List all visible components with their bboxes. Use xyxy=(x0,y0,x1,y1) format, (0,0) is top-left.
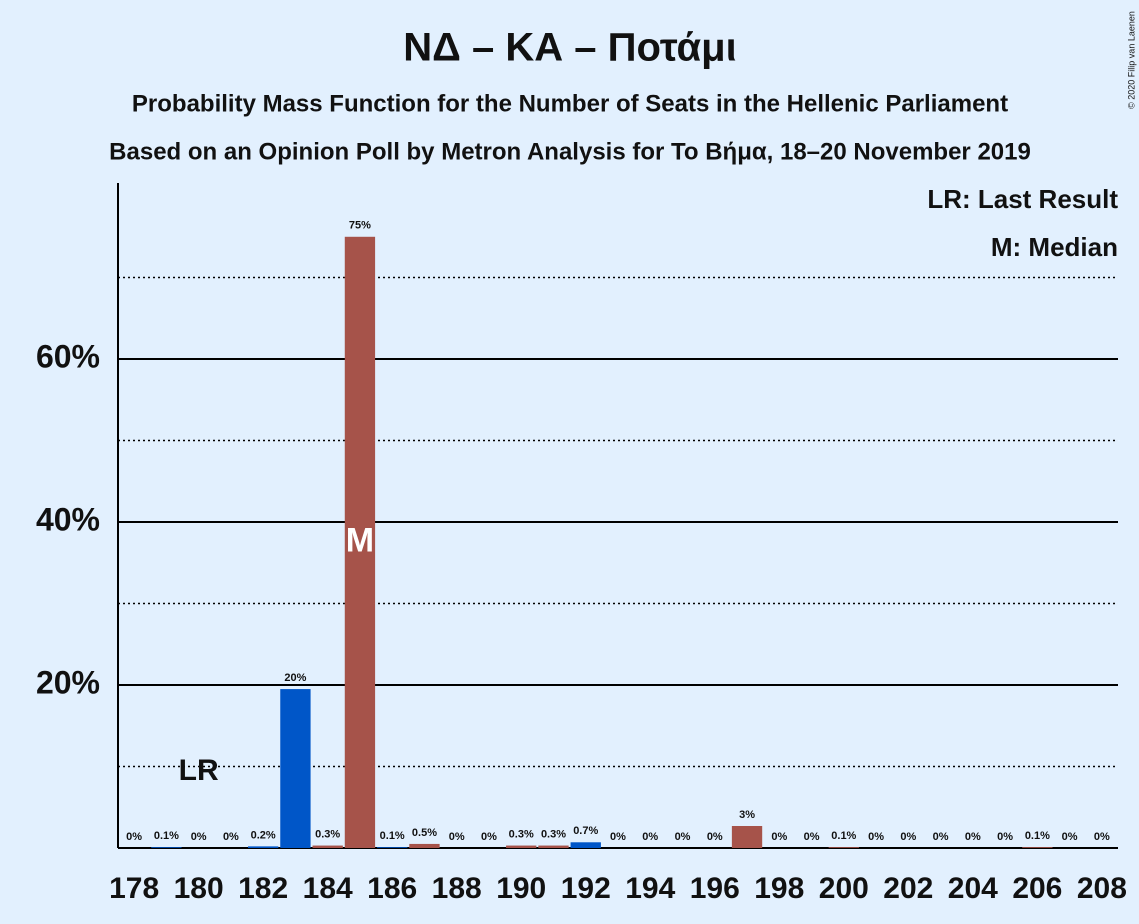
data-label: 0.3% xyxy=(541,828,566,840)
x-tick-label: 198 xyxy=(754,872,804,905)
x-tick-label: 208 xyxy=(1077,872,1127,905)
data-label: 0% xyxy=(804,831,820,843)
subtitle: Probability Mass Function for the Number… xyxy=(132,90,1008,117)
bar xyxy=(828,847,859,848)
data-label: 0.2% xyxy=(251,829,276,841)
bar xyxy=(312,845,343,848)
subtitle: Based on an Opinion Poll by Metron Analy… xyxy=(109,138,1031,165)
data-label: 0% xyxy=(675,831,691,843)
x-tick-label: 202 xyxy=(883,872,933,905)
data-label: 0.1% xyxy=(831,830,856,842)
x-tick-label: 186 xyxy=(367,872,417,905)
data-label: 0% xyxy=(771,831,787,843)
y-tick-label: 40% xyxy=(36,501,100,537)
bar xyxy=(731,825,763,848)
x-tick-label: 180 xyxy=(174,872,224,905)
data-label: 0% xyxy=(868,831,884,843)
data-label: 0% xyxy=(1094,831,1110,843)
x-tick-label: 188 xyxy=(432,872,482,905)
data-label: 0% xyxy=(997,831,1013,843)
x-tick-label: 190 xyxy=(496,872,546,905)
data-label: 0.3% xyxy=(315,828,340,840)
data-label: 0% xyxy=(900,831,916,843)
bar xyxy=(377,847,408,848)
x-tick-label: 192 xyxy=(561,872,611,905)
data-label: 0.3% xyxy=(509,828,534,840)
bar xyxy=(409,843,440,848)
data-label: 20% xyxy=(284,672,306,684)
data-label: 0% xyxy=(707,831,723,843)
data-label: 0.7% xyxy=(573,825,598,837)
y-tick-label: 60% xyxy=(36,338,100,374)
y-tick-label: 20% xyxy=(36,664,100,700)
bar xyxy=(344,236,376,849)
median-marker: M xyxy=(346,521,374,559)
legend-entry: M: Median xyxy=(991,232,1118,262)
x-tick-label: 178 xyxy=(109,872,159,905)
data-label: 3% xyxy=(739,809,755,821)
data-label: 0.1% xyxy=(380,830,405,842)
bar xyxy=(506,845,537,848)
data-label: 0% xyxy=(449,831,465,843)
data-label: 0% xyxy=(965,831,981,843)
data-label: 0% xyxy=(933,831,949,843)
chart-title: ΝΔ – ΚΑ – Ποτάμι xyxy=(403,26,736,70)
bar xyxy=(280,689,311,848)
data-label: 0% xyxy=(610,831,626,843)
data-label: 0% xyxy=(1062,831,1078,843)
last-result-marker: LR xyxy=(179,754,219,787)
x-tick-label: 182 xyxy=(238,872,288,905)
data-label: 0.1% xyxy=(1025,830,1050,842)
x-tick-label: 206 xyxy=(1012,872,1062,905)
x-tick-label: 200 xyxy=(819,872,869,905)
x-tick-label: 204 xyxy=(948,872,998,905)
bar xyxy=(570,842,601,848)
bar xyxy=(1022,847,1053,848)
data-label: 0.5% xyxy=(412,827,437,839)
data-label: 0% xyxy=(481,831,497,843)
x-tick-label: 184 xyxy=(303,872,353,905)
x-tick-label: 196 xyxy=(690,872,740,905)
data-label: 0% xyxy=(126,831,142,843)
x-tick-label: 194 xyxy=(625,872,675,905)
data-label: 75% xyxy=(349,220,371,232)
data-label: 0.1% xyxy=(154,830,179,842)
data-label: 0% xyxy=(642,831,658,843)
legend-entry: LR: Last Result xyxy=(927,184,1118,214)
data-label: 0% xyxy=(223,831,239,843)
bar xyxy=(538,845,569,848)
bar xyxy=(151,847,182,848)
data-label: 0% xyxy=(191,831,207,843)
copyright: © 2020 Filip van Laenen xyxy=(1126,11,1136,109)
bar xyxy=(248,846,279,848)
